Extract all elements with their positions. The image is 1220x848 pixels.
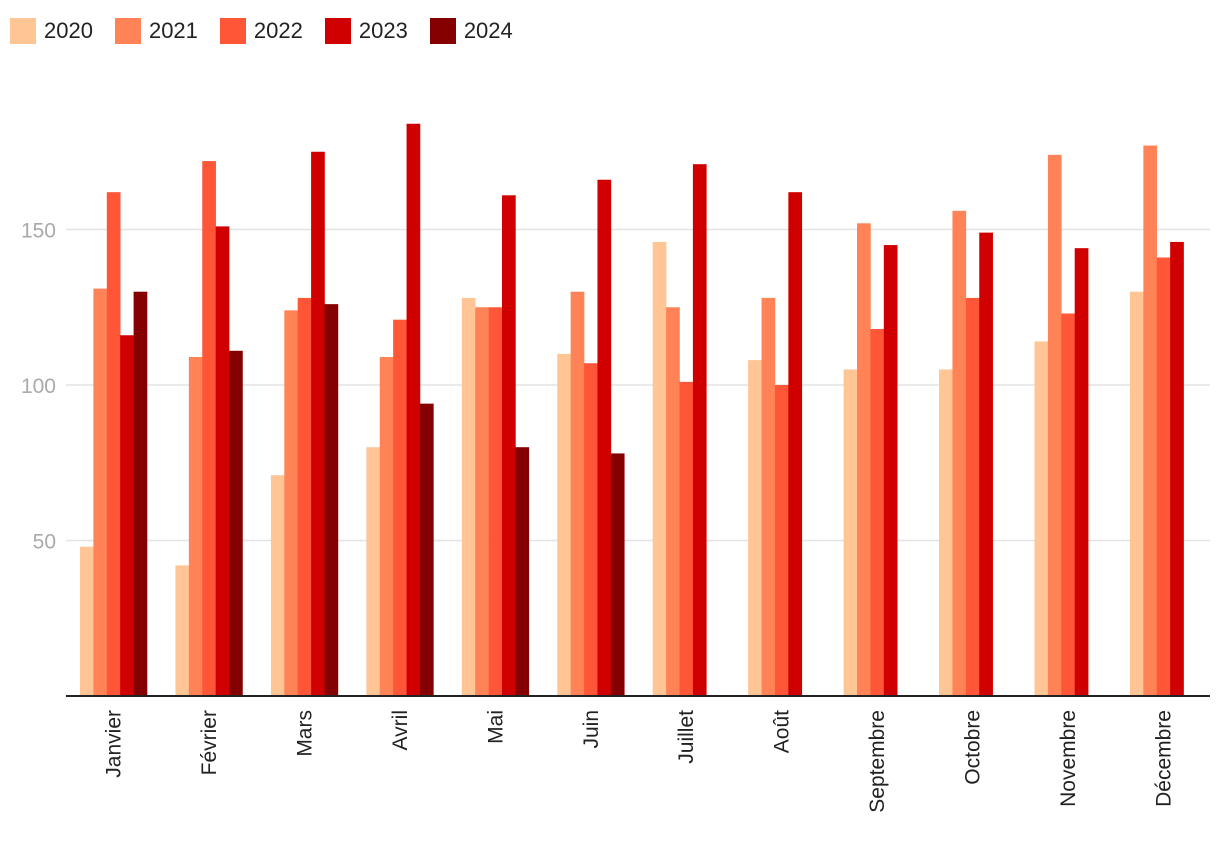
bar-2024-Avril xyxy=(419,403,434,696)
gridlines: 50 100 150 xyxy=(21,220,1210,554)
x-tick-label: Février xyxy=(198,710,221,775)
legend-swatch xyxy=(10,18,36,44)
legend-swatch xyxy=(219,18,246,44)
legend-swatch xyxy=(324,18,351,44)
bar-2021-Novembre xyxy=(1047,154,1062,697)
bar-2023-Janvier xyxy=(120,335,134,696)
bar-2021-Juillet xyxy=(666,307,680,696)
bar-2022-Novembre xyxy=(1061,313,1075,696)
bar-2024-Février xyxy=(229,350,243,696)
bar-2021-Août xyxy=(761,297,776,696)
x-tick-label: Novembre xyxy=(1057,710,1080,807)
x-tick-label: Juillet xyxy=(675,710,698,764)
bar-2021-Octobre xyxy=(952,210,967,696)
bar-2021-Mars xyxy=(284,310,298,696)
bar-2020-Juillet xyxy=(652,241,667,696)
x-tick-label: Janvier xyxy=(103,710,126,778)
bar-2023-Décembre xyxy=(1170,241,1184,696)
y-tick-label: 150 xyxy=(21,220,56,243)
bar-2022-Octobre xyxy=(965,297,980,696)
bar-2022-Janvier xyxy=(106,192,121,696)
legend-swatch xyxy=(429,18,456,44)
bar-2023-Octobre xyxy=(979,232,993,697)
bar-2023-Février xyxy=(215,226,230,696)
bar-2021-Janvier xyxy=(93,288,108,696)
bar-2021-Février xyxy=(188,357,203,696)
y-tick-label: 100 xyxy=(21,375,56,398)
y-tick-label: 50 xyxy=(33,531,56,554)
chart-legend: 2020 2021 2022 2023 2024 xyxy=(10,16,535,46)
x-tick-label: Août xyxy=(771,710,794,753)
legend-label: 2024 xyxy=(463,18,513,43)
bar-2022-Mai xyxy=(488,307,503,696)
x-tick-label: Mars xyxy=(293,710,316,757)
legend-label: 2022 xyxy=(253,18,303,43)
legend-item-2024: 2024 xyxy=(429,18,513,44)
legend-label: 2021 xyxy=(148,18,198,43)
bar-2024-Janvier xyxy=(133,291,148,696)
bar-2022-Avril xyxy=(393,319,407,696)
bar-2021-Décembre xyxy=(1143,145,1158,696)
x-tick-label: Avril xyxy=(389,710,412,750)
bar-2024-Mai xyxy=(515,447,530,696)
legend-swatch xyxy=(114,18,141,44)
bar-2020-Avril xyxy=(366,447,381,696)
bar-2022-Septembre xyxy=(870,329,885,696)
bar-2020-Novembre xyxy=(1034,341,1049,696)
bar-2023-Mai xyxy=(502,195,516,697)
x-tick-label: Juin xyxy=(580,710,603,749)
x-tick-label: Octobre xyxy=(962,710,985,785)
bar-2020-Août xyxy=(748,360,762,696)
bar-2023-Septembre xyxy=(883,245,898,697)
bar-2022-Juillet xyxy=(679,381,694,696)
bar-2023-Avril xyxy=(406,123,421,696)
bar-2022-Février xyxy=(202,161,216,696)
bar-2023-Juin xyxy=(597,179,612,697)
legend-item-2022: 2022 xyxy=(219,18,303,44)
legend-label: 2023 xyxy=(358,18,408,43)
axes: Janvier Février Mars Avril Mai Juin Juillet Aoû… xyxy=(66,695,1210,813)
bars xyxy=(80,123,1184,697)
bar-2020-Septembre xyxy=(843,369,858,696)
bar-2020-Mai xyxy=(461,297,476,696)
bar-2022-Décembre xyxy=(1156,257,1171,696)
legend-item-2023: 2023 xyxy=(324,18,408,44)
bar-2022-Août xyxy=(774,385,789,696)
legend-item-2021: 2021 xyxy=(114,18,198,44)
bar-2023-Juillet xyxy=(692,164,707,696)
bar-2024-Juin xyxy=(610,453,625,696)
x-tick-label: Mai xyxy=(484,710,507,744)
bar-2022-Mars xyxy=(297,297,312,696)
bar-2020-Février xyxy=(175,565,190,696)
bar-2023-Août xyxy=(788,192,803,696)
bar-2023-Novembre xyxy=(1074,248,1089,696)
bar-2020-Mars xyxy=(270,475,285,696)
bar-2020-Décembre xyxy=(1129,291,1144,696)
bar-2021-Avril xyxy=(379,357,394,696)
legend-label: 2020 xyxy=(44,18,93,43)
bar-2020-Juin xyxy=(557,353,571,696)
bar-2021-Mai xyxy=(475,307,489,696)
bar-2021-Septembre xyxy=(857,223,871,696)
legend-item-2020: 2020 xyxy=(10,18,93,44)
bar-2021-Juin xyxy=(570,291,585,696)
x-tick-label: Septembre xyxy=(866,710,889,813)
bar-2024-Mars xyxy=(324,304,339,696)
bar-2023-Mars xyxy=(311,151,325,696)
x-tick-label: Décembre xyxy=(1152,710,1175,807)
bar-2020-Octobre xyxy=(939,369,953,696)
bar-2020-Janvier xyxy=(80,546,94,696)
bar-2022-Juin xyxy=(584,363,598,696)
